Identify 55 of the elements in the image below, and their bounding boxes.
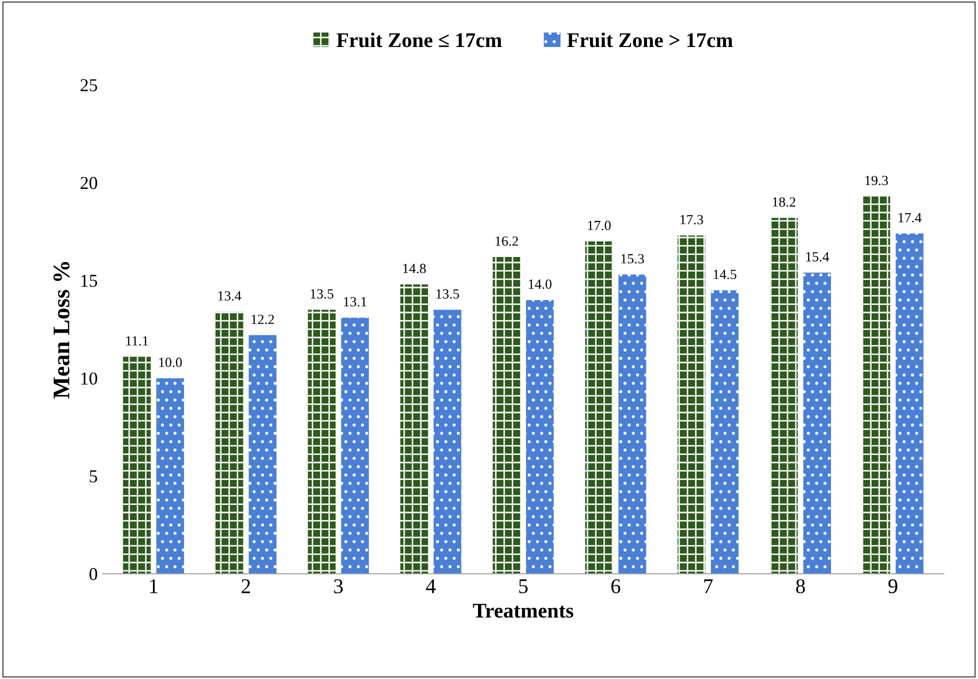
data-label: 12.2 bbox=[252, 314, 274, 324]
data-label: 17.3 bbox=[680, 214, 704, 224]
data-label: 16.2 bbox=[496, 236, 518, 246]
x-tick-label: 1 bbox=[150, 579, 158, 594]
data-label: 13.1 bbox=[344, 297, 366, 306]
bar bbox=[308, 310, 336, 574]
data-label: 10.0 bbox=[159, 358, 182, 368]
bar bbox=[434, 310, 462, 574]
bar bbox=[341, 318, 369, 574]
x-axis-title: Treatments bbox=[473, 604, 574, 618]
x-tick-label: 4 bbox=[426, 579, 436, 594]
data-label: 14.5 bbox=[714, 270, 736, 280]
data-label: 13.5 bbox=[310, 289, 334, 299]
bar bbox=[803, 272, 832, 574]
bar bbox=[215, 312, 244, 574]
data-label: 11.1 bbox=[126, 336, 148, 346]
data-label: 17.4 bbox=[898, 213, 922, 222]
bar bbox=[156, 378, 184, 574]
x-tick-label: 5 bbox=[519, 579, 528, 594]
bar bbox=[862, 196, 890, 574]
data-label: 19.3 bbox=[865, 176, 888, 186]
bar bbox=[710, 290, 739, 574]
y-tick-label: 25 bbox=[80, 79, 98, 92]
bar bbox=[526, 300, 554, 574]
x-tick-label: 7 bbox=[704, 579, 713, 594]
data-label: 18.2 bbox=[772, 197, 796, 207]
x-tick-label: 3 bbox=[334, 579, 343, 594]
data-label: 13.4 bbox=[218, 291, 242, 301]
legend-label: Fruit Zone ≤ 17cm bbox=[336, 32, 502, 48]
data-label: 14.0 bbox=[528, 279, 552, 289]
x-tick-label: 6 bbox=[611, 579, 620, 594]
bar bbox=[400, 284, 428, 574]
data-label: 15.3 bbox=[621, 254, 644, 264]
x-tick-label: 8 bbox=[796, 579, 805, 594]
y-tick-label: 0 bbox=[89, 568, 98, 580]
x-tick-label: 9 bbox=[888, 579, 898, 594]
data-label: 14.8 bbox=[403, 264, 426, 274]
bar bbox=[585, 241, 613, 574]
y-tick-label: 15 bbox=[81, 274, 98, 287]
x-tick-label: 2 bbox=[242, 579, 250, 594]
y-tick-label: 10 bbox=[81, 372, 98, 385]
data-label: 15.4 bbox=[806, 252, 830, 262]
data-label: 17.0 bbox=[588, 220, 611, 230]
bar bbox=[896, 233, 924, 574]
bar bbox=[492, 256, 520, 574]
data-label: 13.5 bbox=[436, 289, 460, 299]
bar bbox=[123, 356, 151, 574]
bar bbox=[678, 235, 706, 574]
bar bbox=[618, 274, 646, 574]
y-tick-label: 5 bbox=[90, 470, 98, 482]
bar bbox=[770, 218, 798, 574]
y-tick-label: 20 bbox=[80, 176, 98, 190]
legend-label: Fruit Zone > 17cm bbox=[567, 32, 733, 48]
bar bbox=[248, 335, 276, 574]
y-axis-title: Mean Loss % bbox=[53, 262, 70, 398]
